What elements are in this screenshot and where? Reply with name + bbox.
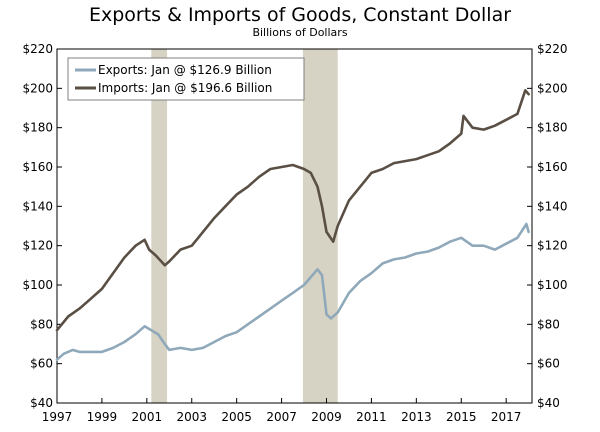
- axis-ticks: $40 $40 $60 $60 $80 $80 $100 $100 $120 $120 $140 $1…: [22, 42, 567, 424]
- chart-title: Exports & Imports of Goods, Constant Dol…: [89, 4, 511, 26]
- y-tick-label-right-40: $40: [537, 396, 560, 410]
- y-tick-label-left-220: $220: [22, 42, 53, 56]
- y-tick-label-right-140: $140: [537, 199, 568, 213]
- y-tick-label-left-100: $100: [22, 278, 53, 292]
- y-tick-label-left-120: $120: [22, 239, 53, 253]
- x-tick-label-2015: 2015: [446, 410, 477, 424]
- recession-bands: [151, 49, 338, 403]
- legend-label-exports: Exports: Jan @ $126.9 Billion: [98, 63, 272, 77]
- y-tick-label-right-180: $180: [537, 121, 568, 135]
- y-tick-label-right-120: $120: [537, 239, 568, 253]
- y-tick-label-left-180: $180: [22, 121, 53, 135]
- x-tick-label-2007: 2007: [266, 410, 297, 424]
- x-tick-label-2003: 2003: [176, 410, 207, 424]
- plot-frame: [56, 48, 533, 404]
- legend-box: [67, 57, 305, 101]
- x-tick-label-1999: 1999: [87, 410, 118, 424]
- recession-band-0: [151, 49, 168, 403]
- x-tick-label-2011: 2011: [356, 410, 387, 424]
- chart-subtitle: Billions of Dollars: [252, 26, 347, 39]
- x-tick-label-2009: 2009: [311, 410, 342, 424]
- legend-label-imports: Imports: Jan @ $196.6 Billion: [98, 81, 272, 95]
- y-tick-label-right-160: $160: [537, 160, 568, 174]
- x-tick-label-2001: 2001: [132, 410, 163, 424]
- x-tick-label-2013: 2013: [401, 410, 432, 424]
- y-tick-label-left-140: $140: [22, 199, 53, 213]
- y-tick-label-right-220: $220: [537, 42, 568, 56]
- y-tick-label-right-100: $100: [537, 278, 568, 292]
- y-tick-label-right-80: $80: [537, 317, 560, 331]
- y-tick-label-right-200: $200: [537, 81, 568, 95]
- legend: Exports: Jan @ $126.9 Billion Imports: J…: [67, 57, 305, 101]
- recession-band-1: [302, 49, 338, 403]
- x-tick-label-1997: 1997: [42, 410, 73, 424]
- y-tick-label-left-40: $40: [30, 396, 53, 410]
- y-tick-label-left-200: $200: [22, 81, 53, 95]
- series-line-exports: [55, 222, 530, 362]
- x-tick-label-2017: 2017: [491, 410, 522, 424]
- x-tick-label-2005: 2005: [221, 410, 252, 424]
- y-tick-label-right-60: $60: [537, 357, 560, 371]
- series-lines: [55, 89, 530, 362]
- y-tick-label-left-60: $60: [30, 357, 53, 371]
- y-tick-label-left-160: $160: [22, 160, 53, 174]
- y-tick-label-left-80: $80: [30, 317, 53, 331]
- series-line-imports: [55, 89, 530, 332]
